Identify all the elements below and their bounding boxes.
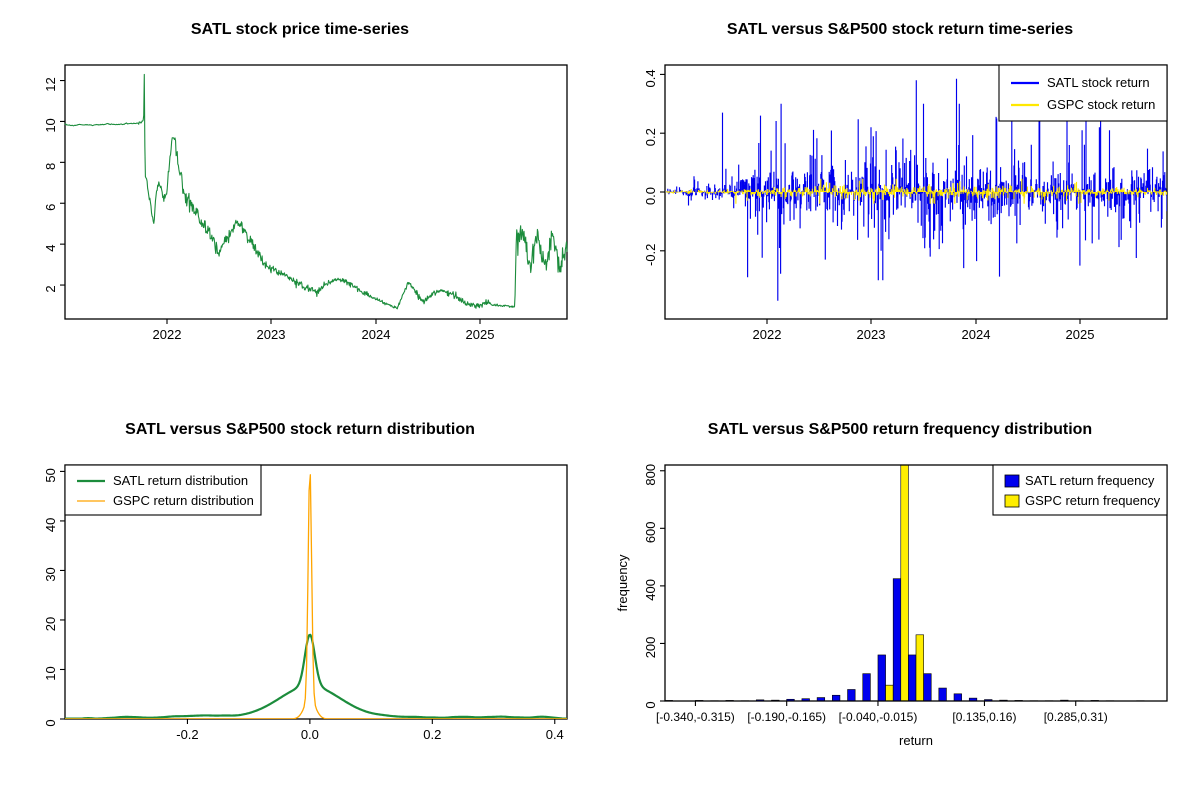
svg-text:40: 40 bbox=[43, 518, 58, 532]
svg-text:SATL versus S&P500 stock retur: SATL versus S&P500 stock return time-ser… bbox=[727, 21, 1073, 38]
svg-text:30: 30 bbox=[43, 567, 58, 581]
svg-text:SATL stock price time-series: SATL stock price time-series bbox=[191, 21, 409, 38]
svg-text:400: 400 bbox=[643, 579, 658, 601]
svg-text:GSPC return distribution: GSPC return distribution bbox=[113, 493, 254, 508]
svg-text:-0.2: -0.2 bbox=[176, 727, 198, 742]
svg-text:2023: 2023 bbox=[857, 327, 886, 342]
svg-text:2025: 2025 bbox=[1066, 327, 1095, 342]
svg-text:2024: 2024 bbox=[962, 327, 991, 342]
svg-text:20: 20 bbox=[43, 617, 58, 631]
svg-text:frequency: frequency bbox=[615, 554, 630, 612]
svg-text:2022: 2022 bbox=[753, 327, 782, 342]
svg-text:[-0.040,-0.015): [-0.040,-0.015) bbox=[839, 710, 918, 724]
svg-text:0.4: 0.4 bbox=[546, 727, 564, 742]
svg-text:0.2: 0.2 bbox=[423, 727, 441, 742]
svg-text:SATL stock return: SATL stock return bbox=[1047, 75, 1150, 90]
svg-text:[-0.340,-0.315): [-0.340,-0.315) bbox=[656, 710, 735, 724]
svg-text:0.2: 0.2 bbox=[643, 128, 658, 146]
svg-text:2022: 2022 bbox=[153, 327, 182, 342]
svg-text:return: return bbox=[899, 733, 933, 748]
svg-text:2025: 2025 bbox=[466, 327, 495, 342]
svg-text:GSPC stock return: GSPC stock return bbox=[1047, 97, 1155, 112]
svg-text:2023: 2023 bbox=[257, 327, 286, 342]
svg-text:0: 0 bbox=[43, 719, 58, 726]
svg-text:800: 800 bbox=[643, 464, 658, 486]
svg-text:SATL return frequency: SATL return frequency bbox=[1025, 473, 1155, 488]
svg-text:SATL return distribution: SATL return distribution bbox=[113, 473, 248, 488]
svg-text:4: 4 bbox=[43, 245, 58, 252]
svg-text:12: 12 bbox=[43, 77, 58, 91]
svg-text:6: 6 bbox=[43, 204, 58, 211]
svg-text:50: 50 bbox=[43, 468, 58, 482]
svg-text:10: 10 bbox=[43, 666, 58, 680]
svg-text:[0.135,0.16): [0.135,0.16) bbox=[952, 710, 1016, 724]
svg-text:0.4: 0.4 bbox=[643, 69, 658, 87]
svg-text:0.0: 0.0 bbox=[301, 727, 319, 742]
svg-text:200: 200 bbox=[643, 637, 658, 659]
svg-text:8: 8 bbox=[43, 163, 58, 170]
svg-text:SATL versus S&P500 return freq: SATL versus S&P500 return frequency dist… bbox=[708, 421, 1092, 438]
svg-text:0: 0 bbox=[643, 701, 658, 708]
svg-text:2024: 2024 bbox=[362, 327, 391, 342]
svg-text:[0.285,0.31): [0.285,0.31) bbox=[1044, 710, 1108, 724]
svg-text:600: 600 bbox=[643, 521, 658, 543]
svg-text:0.0: 0.0 bbox=[643, 187, 658, 205]
svg-text:[-0.190,-0.165): [-0.190,-0.165) bbox=[747, 710, 826, 724]
svg-text:2: 2 bbox=[43, 285, 58, 292]
svg-text:GSPC return frequency: GSPC return frequency bbox=[1025, 493, 1161, 508]
svg-text:10: 10 bbox=[43, 118, 58, 132]
svg-text:-0.2: -0.2 bbox=[643, 244, 658, 266]
svg-text:SATL versus S&P500 stock retur: SATL versus S&P500 stock return distribu… bbox=[125, 421, 475, 438]
